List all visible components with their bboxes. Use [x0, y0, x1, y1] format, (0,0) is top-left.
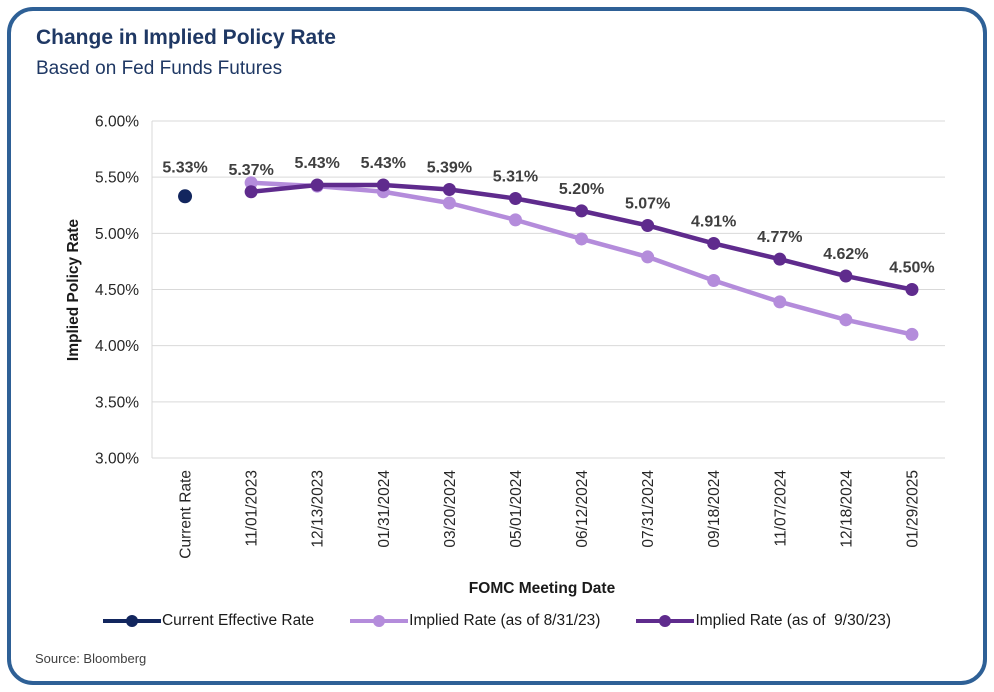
svg-text:4.62%: 4.62% — [823, 246, 868, 263]
chart-legend: Current Effective Rate Implied Rate (as … — [0, 612, 994, 630]
svg-text:05/01/2024: 05/01/2024 — [508, 470, 525, 548]
legend-label: Implied Rate (as of 9/30/23) — [695, 612, 892, 629]
svg-text:12/18/2024: 12/18/2024 — [838, 470, 855, 548]
svg-text:01/29/2025: 01/29/2025 — [904, 470, 921, 548]
svg-text:4.77%: 4.77% — [757, 229, 802, 246]
svg-text:3.00%: 3.00% — [95, 451, 139, 468]
svg-text:4.50%: 4.50% — [889, 260, 934, 277]
svg-text:5.00%: 5.00% — [95, 226, 139, 243]
chart-title: Change in Implied Policy Rate — [36, 26, 336, 49]
svg-text:5.20%: 5.20% — [559, 181, 604, 198]
svg-text:5.37%: 5.37% — [228, 162, 273, 179]
svg-text:4.00%: 4.00% — [95, 338, 139, 355]
legend-line-dot-marker — [350, 614, 409, 628]
svg-text:06/12/2024: 06/12/2024 — [574, 470, 591, 548]
svg-text:5.50%: 5.50% — [95, 170, 139, 187]
legend-label: Implied Rate (as of 8/31/23) — [409, 612, 601, 629]
svg-text:6.00%: 6.00% — [95, 114, 139, 131]
svg-text:11/01/2023: 11/01/2023 — [244, 470, 261, 546]
svg-text:5.43%: 5.43% — [361, 155, 406, 172]
svg-text:5.43%: 5.43% — [295, 155, 340, 172]
legend-item-current-effective-rate: Current Effective Rate — [102, 612, 315, 630]
svg-text:3.50%: 3.50% — [95, 394, 139, 411]
svg-text:5.39%: 5.39% — [427, 160, 472, 177]
svg-text:03/20/2024: 03/20/2024 — [442, 470, 459, 548]
legend-item-implied-rate-8-31-23: Implied Rate (as of 8/31/23) — [350, 612, 600, 630]
svg-text:5.33%: 5.33% — [162, 159, 207, 176]
legend-label: Current Effective Rate — [161, 612, 315, 629]
svg-text:5.07%: 5.07% — [625, 195, 670, 212]
legend-item-implied-rate-9-30-23: Implied Rate (as of 9/30/23) — [636, 612, 891, 630]
svg-text:01/31/2024: 01/31/2024 — [376, 470, 393, 548]
y-axis-title: Implied Policy Rate — [65, 218, 82, 362]
legend-line-dot-marker — [102, 614, 161, 628]
svg-text:Current Rate: Current Rate — [178, 470, 195, 559]
svg-text:5.31%: 5.31% — [493, 169, 538, 186]
svg-text:07/31/2024: 07/31/2024 — [640, 470, 657, 548]
svg-text:4.91%: 4.91% — [691, 213, 736, 230]
svg-text:12/13/2023: 12/13/2023 — [310, 470, 327, 548]
chart-subtitle: Based on Fed Funds Futures — [36, 58, 283, 79]
svg-text:11/07/2024: 11/07/2024 — [772, 470, 789, 547]
svg-text:09/18/2024: 09/18/2024 — [706, 470, 723, 548]
source-note: Source: Bloomberg — [35, 651, 147, 666]
x-axis-title: FOMC Meeting Date — [468, 580, 616, 597]
legend-line-dot-marker — [636, 614, 695, 628]
svg-text:4.50%: 4.50% — [95, 282, 139, 299]
